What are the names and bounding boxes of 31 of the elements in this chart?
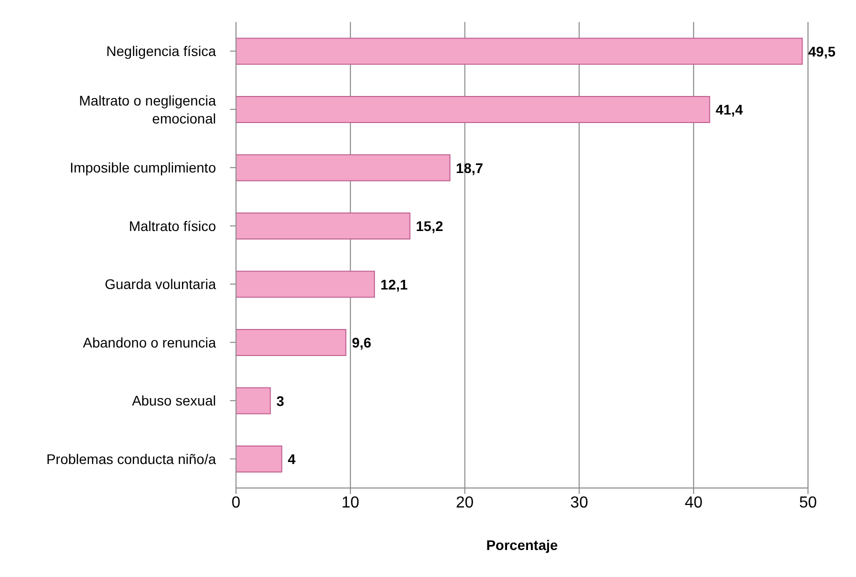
y-tick-label: Guarda voluntaria [104,276,216,292]
x-tick-label: 40 [684,494,703,512]
data-label: 9,6 [352,334,372,351]
data-label: 3 [276,392,284,409]
data-label: 12,1 [380,276,408,292]
x-tick-label: 50 [799,494,817,512]
y-tick-label: Abuso sexual [132,392,216,409]
x-tick-label: 30 [570,494,588,512]
bar [236,38,803,65]
data-label: 15,2 [416,218,444,234]
bar [236,212,410,240]
bar [236,96,710,124]
x-tick-label: 0 [232,494,241,512]
y-tick-label: Maltrato o negligencia emocional [79,92,216,126]
x-axis-title: Porcentaje [486,537,558,553]
y-tick-label: Imposible cumplimiento [70,160,216,176]
bar [236,154,450,182]
y-tick-label: Negligencia física [106,43,216,60]
y-tick-label: Abandono o renuncia [82,334,216,350]
bar [236,329,346,356]
bar [236,387,271,414]
x-tick-label: 10 [342,494,360,512]
data-label: 4 [288,451,296,468]
bar [236,446,282,473]
x-tick-label: 20 [456,494,474,512]
y-tick-label: Maltrato físico [128,218,216,234]
data-label: 18,7 [456,160,484,176]
y-tick-label: Problemas conducta niño/a [46,450,216,467]
bar [236,270,375,298]
data-label: 41,4 [716,102,744,118]
data-label: 49,5 [808,43,836,60]
